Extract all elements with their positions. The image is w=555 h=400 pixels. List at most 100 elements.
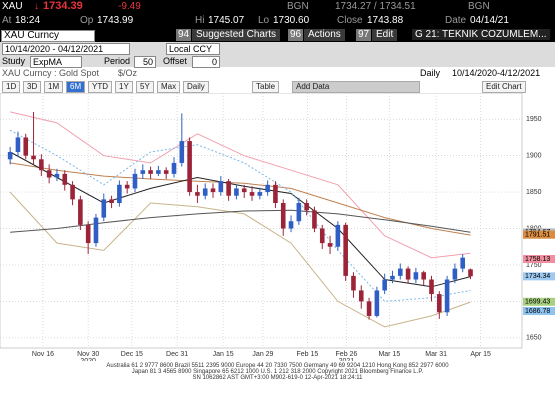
price-tag-label: 1686.78	[525, 308, 550, 315]
toolbar-button[interactable]: Table	[252, 81, 280, 93]
price-tag-label: 1791.51	[525, 232, 550, 239]
source: BGN	[468, 1, 490, 12]
x-tick-label: Dec 15	[121, 351, 143, 358]
candle-body	[304, 203, 309, 211]
y-tick-label: 1900	[526, 153, 542, 160]
candle-body	[241, 188, 247, 193]
toolbar-button[interactable]: Max	[157, 81, 181, 93]
toolbar-button[interactable]: Add Data	[292, 81, 420, 93]
button-key[interactable]: 97	[356, 29, 372, 41]
candle-body	[452, 268, 458, 280]
candle-body	[265, 184, 270, 193]
price-tag-label: 1758.13	[525, 256, 550, 263]
candle-body	[132, 173, 138, 189]
x-tick-label: Dec 31	[166, 351, 188, 358]
candle-body	[273, 184, 278, 204]
stat-value: 1745.07	[208, 15, 245, 26]
price-tag	[523, 297, 555, 306]
security-input[interactable]: XAU Curncy	[1, 30, 95, 42]
candle-body	[288, 221, 294, 229]
candle-body	[234, 188, 239, 196]
button-label[interactable]: Actions	[304, 29, 345, 41]
toolbar-button[interactable]: 1M	[44, 81, 64, 93]
stat-label: At	[2, 15, 12, 26]
candle-body	[296, 203, 302, 222]
candle-body	[156, 170, 161, 174]
candle-body	[163, 170, 169, 174]
candle-body	[148, 170, 153, 174]
candle-body	[70, 184, 75, 200]
candle-body	[468, 269, 473, 277]
candle-body	[421, 272, 426, 280]
stat-value: 18:24	[15, 15, 41, 26]
stat-label: Date	[445, 15, 467, 26]
candle-body	[405, 268, 411, 280]
source: BGN	[287, 1, 309, 12]
toolbar-button[interactable]: 1Y	[115, 81, 133, 93]
toolbar-button[interactable]: 5Y	[136, 81, 154, 93]
stat-label: Hi	[195, 15, 205, 26]
bid-ask: 1734.27 / 1734.51	[335, 1, 416, 12]
candle-body	[7, 152, 13, 160]
button-key[interactable]: 96	[288, 29, 304, 41]
candle-body	[124, 184, 130, 189]
toolbar-button[interactable]: 3D	[23, 81, 42, 93]
candle-body	[366, 301, 372, 316]
candle-body	[460, 257, 465, 269]
frequency: Daily	[420, 68, 441, 78]
toolbar-button[interactable]: YTD	[88, 81, 112, 93]
button-label[interactable]: Edit	[372, 29, 398, 41]
candle-body	[444, 279, 450, 313]
toolbar-button[interactable]: 6M	[66, 81, 86, 93]
footer-line: Australia 61 2 9777 8600 Brazil 5511 239…	[106, 363, 449, 369]
candle-body	[54, 173, 60, 178]
button-label[interactable]: Suggested Charts	[192, 29, 281, 41]
footer-line: SN 1062862 AST GMT+3:00 M902-619-0 12-Ap…	[192, 375, 363, 381]
candle-body	[382, 279, 387, 291]
candle-body	[46, 170, 52, 178]
x-tick-label: Feb 26	[336, 351, 358, 358]
stat-value: 1743.88	[367, 15, 404, 26]
x-tick-label: Apr 15	[470, 351, 491, 358]
stat-label: Op	[80, 15, 94, 26]
stat-value: 1730.60	[273, 15, 310, 26]
candle-body	[397, 268, 403, 276]
indicator-line	[9, 111, 471, 259]
price-tag	[523, 307, 555, 316]
y-tick-label: 1950	[526, 116, 542, 123]
currency[interactable]: Local CCY	[166, 43, 220, 55]
study-name[interactable]: ExpMA	[30, 56, 82, 68]
candle-body	[195, 192, 200, 196]
x-tick-label: Jan 15	[213, 351, 234, 358]
chart-unit: $/Oz	[118, 68, 138, 78]
toolbar-button[interactable]: Edit Chart	[482, 81, 526, 93]
candle-body	[343, 224, 348, 276]
candle-body	[249, 192, 255, 196]
candle-body	[319, 228, 325, 244]
offset-label: Offset	[163, 56, 187, 66]
down-arrow: ↓	[34, 1, 39, 12]
candle-body	[93, 217, 99, 244]
candle-body	[15, 137, 21, 153]
footer-line: Japan 81 3 4565 8900 Singapore 65 6212 1…	[131, 369, 424, 375]
candle-body	[39, 159, 44, 171]
x-tick-label: Feb 15	[297, 351, 319, 358]
candle-body	[187, 141, 192, 193]
price-tag-label: 1734.34	[525, 273, 550, 280]
offset[interactable]: 0	[192, 56, 220, 68]
chart-range: 10/14/2020-4/12/2021	[452, 68, 541, 78]
candle-body	[374, 290, 380, 316]
x-tick-label: Mar 31	[425, 351, 447, 358]
price-tag-label: 1699.43	[525, 299, 550, 306]
x-tick-label: Nov 16	[32, 351, 54, 358]
candle-body	[257, 192, 263, 196]
candle-body	[179, 141, 185, 163]
x-tick-label: Nov 30	[77, 351, 99, 358]
period[interactable]: 50	[134, 56, 156, 68]
date-range[interactable]: 10/14/2020 - 04/12/2021	[2, 43, 130, 55]
toolbar-button[interactable]: Daily	[183, 81, 209, 93]
button-key[interactable]: 94	[176, 29, 192, 41]
toolbar-button[interactable]: 1D	[2, 81, 21, 93]
y-tick-label: 1650	[526, 335, 542, 342]
